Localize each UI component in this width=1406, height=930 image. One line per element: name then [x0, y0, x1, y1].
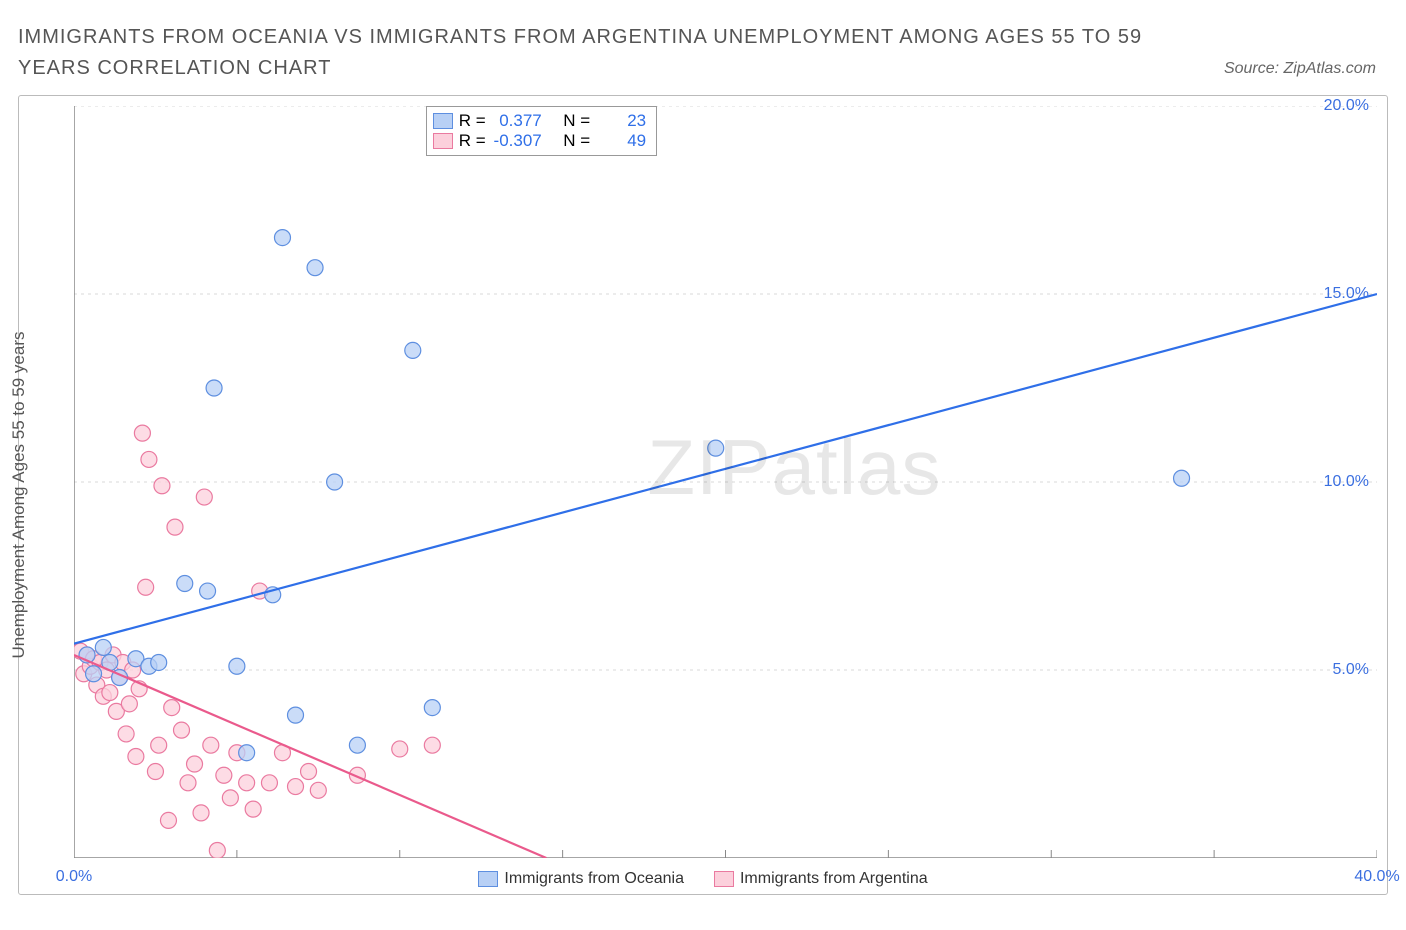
- n-value-argentina: 49: [596, 131, 646, 151]
- swatch-oceania: [478, 871, 498, 887]
- page-title: IMMIGRANTS FROM OCEANIA VS IMMIGRANTS FR…: [18, 22, 1206, 84]
- legend-label-argentina: Immigrants from Argentina: [740, 870, 928, 888]
- r-value-argentina: -0.307: [492, 131, 542, 151]
- legend-item-oceania: Immigrants from Oceania: [478, 870, 684, 888]
- swatch-argentina: [714, 871, 734, 887]
- swatch-argentina: [433, 133, 453, 149]
- y-tick-label: 10.0%: [1324, 473, 1369, 491]
- correlation-chart: Unemployment Among Ages 55 to 59 years Z…: [18, 95, 1388, 895]
- y-tick-label: 5.0%: [1333, 661, 1369, 679]
- plot-area: ZIPatlas R = 0.377 N = 23 R = -0.307 N =…: [74, 106, 1377, 858]
- y-tick-label: 15.0%: [1324, 285, 1369, 303]
- stats-row-oceania: R = 0.377 N = 23: [433, 111, 646, 131]
- y-axis-label: Unemployment Among Ages 55 to 59 years: [9, 332, 29, 659]
- n-value-oceania: 23: [596, 111, 646, 131]
- r-label: R =: [459, 111, 486, 131]
- chart-svg: [74, 106, 1377, 858]
- y-tick-label: 20.0%: [1324, 97, 1369, 115]
- bottom-legend: Immigrants from Oceania Immigrants from …: [19, 870, 1387, 888]
- stats-row-argentina: R = -0.307 N = 49: [433, 131, 646, 151]
- legend-item-argentina: Immigrants from Argentina: [714, 870, 928, 888]
- n-label: N =: [563, 131, 590, 151]
- source-attribution: Source: ZipAtlas.com: [1224, 60, 1376, 78]
- stats-legend-box: R = 0.377 N = 23 R = -0.307 N = 49: [426, 106, 657, 156]
- swatch-oceania: [433, 113, 453, 129]
- legend-label-oceania: Immigrants from Oceania: [504, 870, 684, 888]
- n-label: N =: [563, 111, 590, 131]
- r-label: R =: [459, 131, 486, 151]
- r-value-oceania: 0.377: [492, 111, 542, 131]
